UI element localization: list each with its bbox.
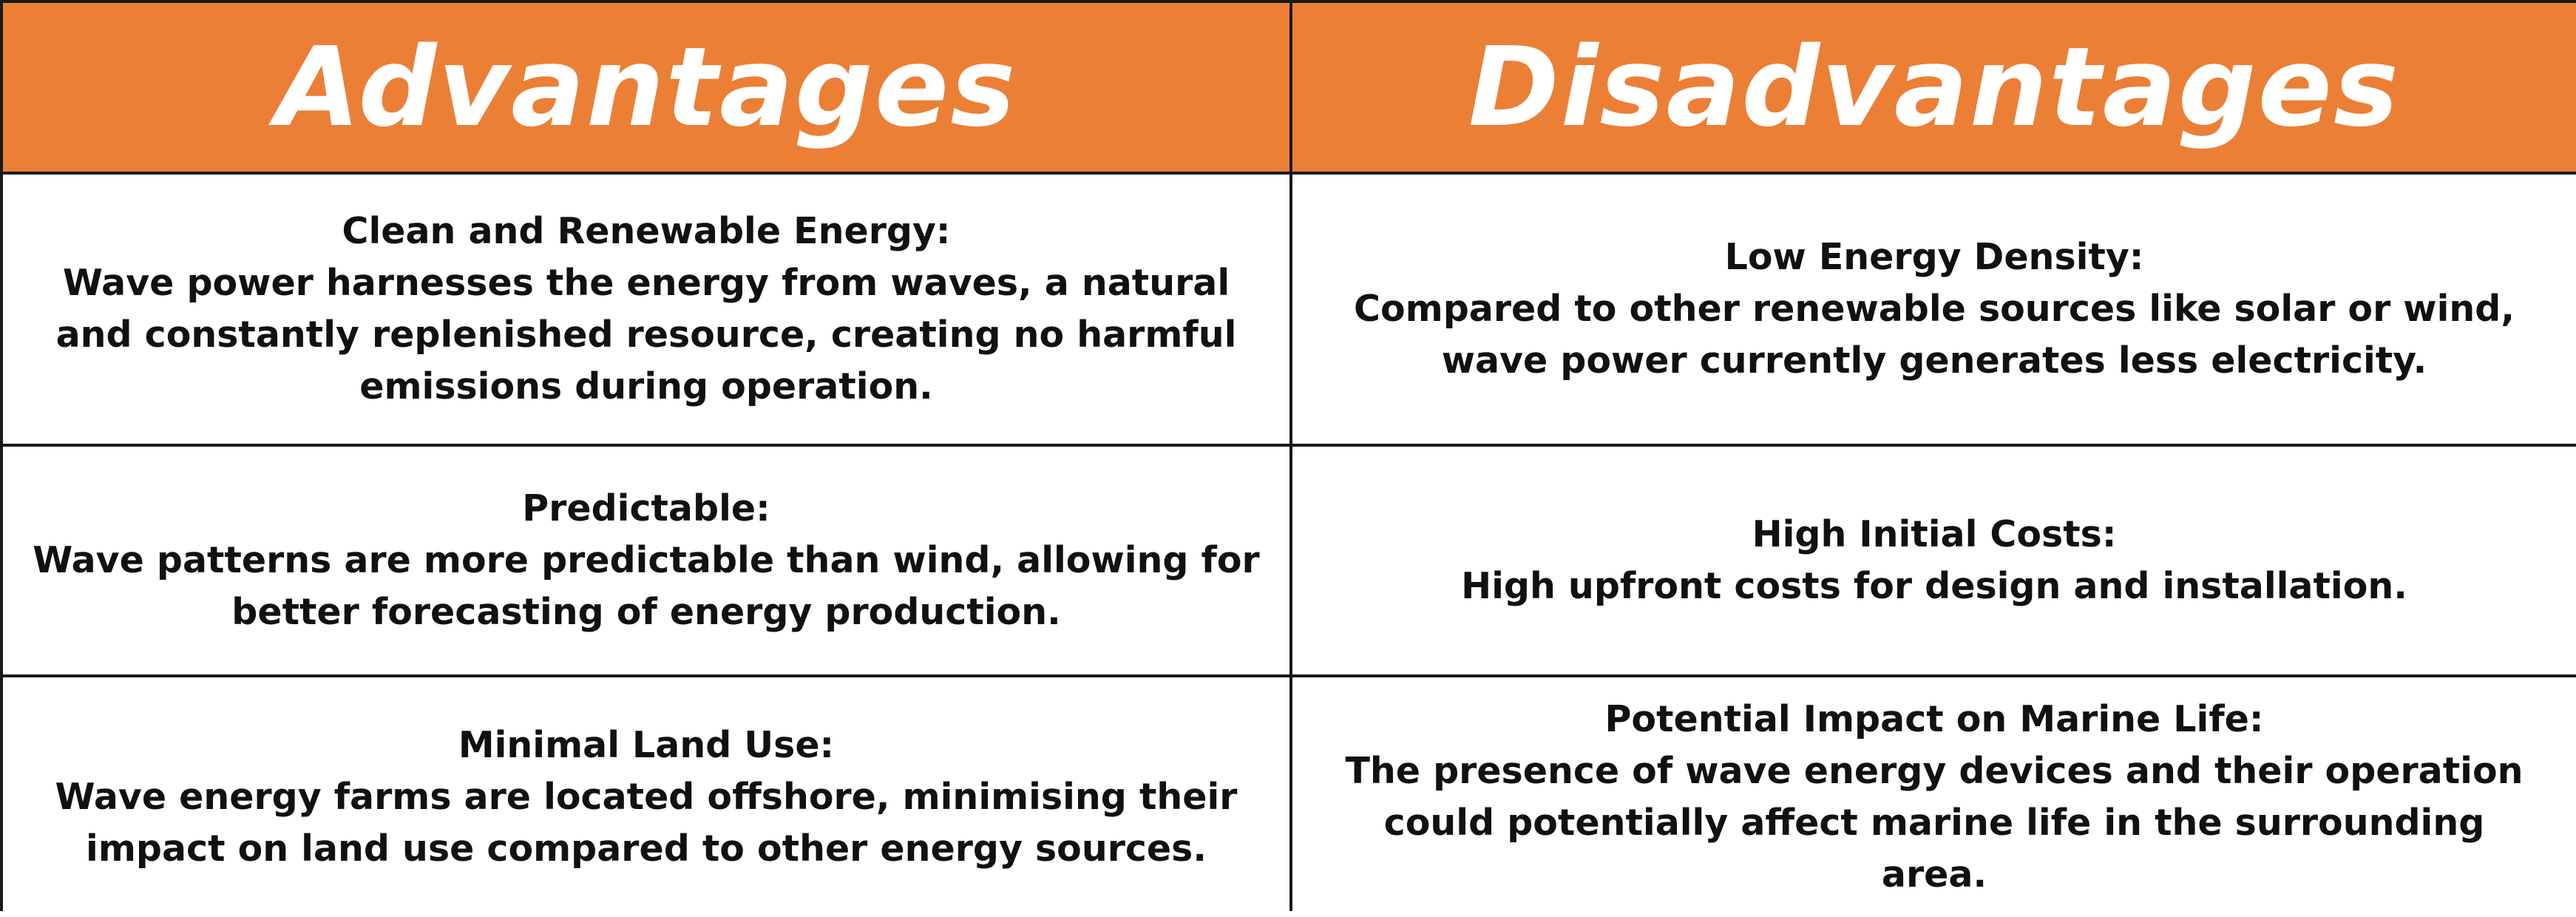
disadvantage-cell-1: Low Energy Density: Compared to other re… <box>1292 175 2576 444</box>
advantage-cell-2: Predictable: Wave patterns are more pred… <box>3 447 1289 674</box>
advantage-body: Wave power harnesses the energy from wav… <box>55 262 1237 407</box>
disadvantages-header: Disadvantages <box>1292 3 2576 172</box>
disadvantage-cell-3: Potential Impact on Marine Life: The pre… <box>1292 677 2576 917</box>
advantages-header: Advantages <box>3 3 1289 172</box>
disadvantage-title: Low Energy Density: <box>1724 236 2144 278</box>
advantage-body: Wave energy farms are located offshore, … <box>55 776 1238 870</box>
advantage-cell-1: Clean and Renewable Energy: Wave power h… <box>3 175 1289 444</box>
disadvantage-title: High Initial Costs: <box>1752 513 2117 555</box>
disadvantage-body: Compared to other renewable sources like… <box>1354 288 2515 382</box>
advantage-cell-3: Minimal Land Use: Wave energy farms are … <box>3 677 1289 917</box>
disadvantage-body: High upfront costs for design and instal… <box>1461 565 2407 607</box>
advantage-title: Clean and Renewable Energy: <box>342 210 951 252</box>
disadvantage-title: Potential Impact on Marine Life: <box>1604 698 2264 740</box>
advantage-title: Predictable: <box>522 487 770 529</box>
disadvantage-cell-2: High Initial Costs: High upfront costs f… <box>1292 447 2576 674</box>
disadvantage-body: The presence of wave energy devices and … <box>1345 750 2524 896</box>
advantage-body: Wave patterns are more predictable than … <box>33 539 1260 633</box>
advantage-title: Minimal Land Use: <box>458 724 835 766</box>
